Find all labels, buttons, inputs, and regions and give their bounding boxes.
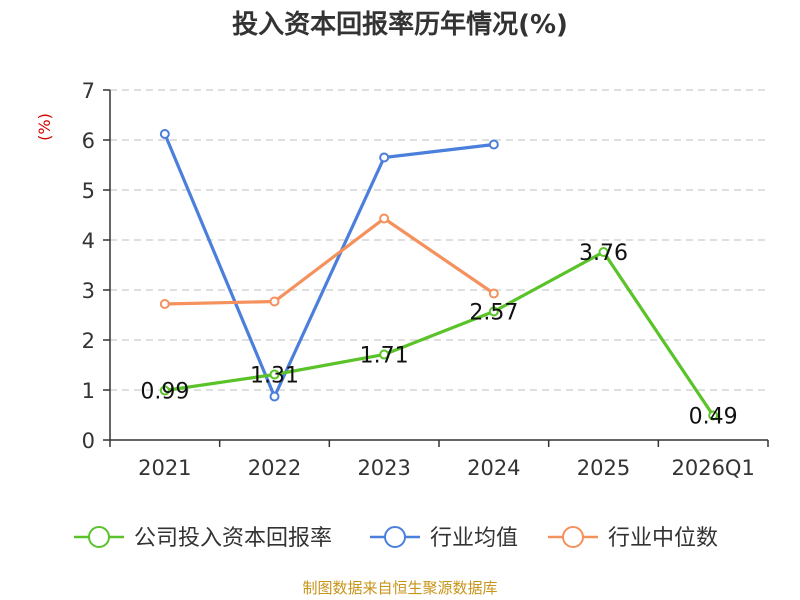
y-tick-label: 2 (82, 329, 95, 353)
data-label: 0.99 (140, 380, 189, 405)
legend-marker (88, 526, 110, 548)
series-point-0 (379, 349, 390, 360)
chart-title: 投入资本回报率历年情况(%) (232, 9, 568, 40)
data-source-note: 制图数据来自恒生聚源数据库 (302, 579, 497, 597)
y-tick-label: 1 (82, 379, 95, 403)
series-point-0 (159, 385, 170, 396)
y-axis-unit-label: (%) (35, 113, 54, 141)
series-point-2 (379, 213, 390, 224)
series-point-2 (488, 288, 499, 299)
x-tick-label: 2026Q1 (671, 456, 754, 480)
series-point-1 (269, 391, 280, 402)
data-label: 0.49 (689, 405, 738, 430)
series-point-0 (598, 247, 609, 257)
x-tick-label: 2025 (577, 456, 630, 480)
legend-label: 公司投入资本回报率 (134, 526, 332, 551)
data-label: 3.76 (579, 241, 628, 266)
series-point-2 (269, 296, 280, 307)
gridlines (110, 89, 768, 391)
data-labels: 0.99 1.31 1.71 2.57 3.76 0.49 (140, 241, 737, 430)
y-tick-label: 3 (82, 279, 95, 303)
series-point-1 (159, 129, 170, 139)
series-point-0 (269, 369, 280, 380)
x-tick-label: 2023 (357, 456, 410, 480)
legend-label: 行业中位数 (608, 526, 718, 551)
data-label: 1.31 (250, 364, 299, 389)
series-point-0 (488, 306, 499, 317)
y-tick-label: 5 (82, 179, 95, 203)
data-label: 1.71 (360, 344, 409, 369)
legend-marker (562, 526, 584, 548)
legend-item[interactable]: 公司投入资本回报率 (74, 526, 332, 551)
x-tick-label: 2021 (138, 456, 191, 480)
series-point-0 (708, 410, 719, 421)
legend[interactable]: 公司投入资本回报率 行业均值 行业中位数 (74, 526, 718, 551)
series-point-2 (159, 299, 170, 309)
series-lines (159, 129, 719, 421)
series-point-1 (379, 152, 390, 163)
axes: 0 1 2 3 4 5 6 7 2021 2022 2023 2024 2025 2026Q1 (82, 79, 769, 480)
y-tick-label: 6 (82, 129, 95, 153)
y-tick-label: 7 (82, 79, 95, 103)
data-label: 2.57 (469, 301, 518, 326)
series-point-1 (488, 139, 499, 150)
legend-item[interactable]: 行业均值 (370, 526, 518, 551)
legend-label: 行业均值 (430, 526, 518, 551)
legend-marker (384, 526, 406, 548)
y-tick-label: 0 (82, 429, 95, 453)
legend-item[interactable]: 行业中位数 (548, 526, 718, 551)
x-tick-label: 2024 (467, 456, 520, 480)
series-line-2 (164, 216, 495, 306)
series-line-1 (163, 133, 495, 399)
y-tick-label: 4 (82, 229, 95, 253)
x-tick-label: 2022 (248, 456, 301, 480)
series-line-0 (164, 250, 715, 417)
